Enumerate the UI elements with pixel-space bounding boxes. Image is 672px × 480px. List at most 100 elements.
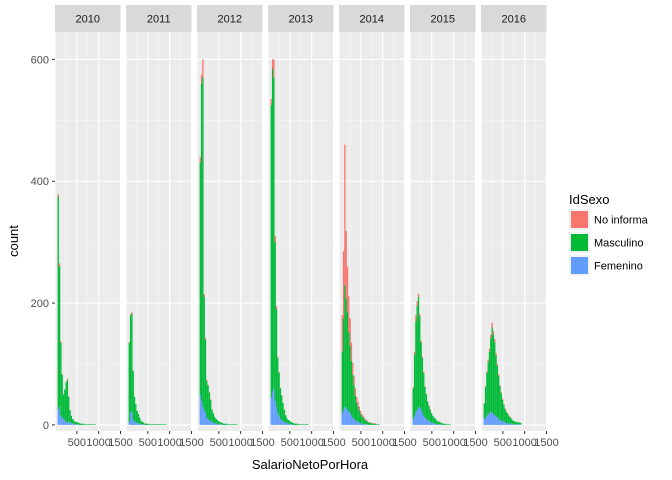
bar-no_info (425, 393, 428, 395)
bar-fem (365, 424, 367, 425)
bar-masc (296, 423, 299, 425)
facet-strip (126, 5, 192, 32)
bar-fem (517, 424, 519, 425)
x-tick-label: 1000 (299, 437, 323, 449)
bar-fem (504, 422, 506, 425)
bar-fem (60, 415, 62, 425)
bar-masc (128, 342, 130, 422)
bar-no_info (496, 363, 499, 366)
bar-no_info (428, 405, 430, 407)
bar-no_info (210, 399, 212, 400)
bar-masc (520, 423, 522, 425)
x-tick-label: 1500 (392, 437, 416, 449)
bar-masc (363, 419, 366, 425)
bar-masc (369, 423, 371, 425)
bar-masc (516, 421, 518, 425)
bar-fem (490, 411, 492, 425)
bar-fem (436, 424, 438, 425)
bar-masc (221, 423, 224, 425)
bar-masc (349, 345, 351, 413)
bar-masc (233, 424, 235, 425)
x-tick-label: 1000 (157, 437, 181, 449)
bar-fem (217, 424, 220, 425)
facet-strip-label: 2015 (431, 14, 455, 26)
bar-no_info (365, 419, 367, 421)
bar-fem (61, 417, 63, 425)
bar-masc (429, 409, 431, 422)
x-tick-label: 1500 (179, 437, 203, 449)
bar-no_info (424, 386, 426, 388)
x-tick-label: 500 (139, 437, 157, 449)
bar-fem (358, 422, 360, 425)
bar-masc (132, 371, 134, 421)
bar-masc (307, 424, 309, 425)
bar-masc (214, 416, 216, 424)
bar-masc (225, 423, 228, 425)
bar-masc (507, 413, 509, 424)
facet-strip (55, 5, 121, 32)
bar-no_info (207, 384, 209, 386)
y-tick-label: 400 (31, 176, 49, 188)
bar-masc (202, 77, 204, 407)
bar-no_info (494, 339, 496, 343)
y-axis-title: count (6, 225, 21, 257)
bar-no_info (208, 392, 211, 393)
bar-no_info (373, 423, 375, 424)
legend-entry-masc: Masculino (569, 232, 644, 253)
bar-masc (428, 406, 430, 422)
bar-fem (415, 412, 417, 425)
facet-strip-label: 2012 (218, 14, 242, 26)
bar-masc (436, 420, 438, 425)
bar-fem (437, 424, 439, 425)
bar-masc (495, 355, 497, 417)
legend-swatch (571, 234, 588, 251)
bar-no_info (491, 322, 493, 328)
bar-masc (86, 424, 88, 425)
bar-masc (60, 342, 62, 416)
bar-no_info (68, 396, 70, 397)
bar-no_info (369, 422, 371, 424)
bar-masc (206, 381, 208, 418)
legend-entry-no_info: No informa (569, 209, 649, 230)
bar-masc (484, 387, 487, 418)
chart-axes: SalarioNetoPorHora count 0 200 400 600 (6, 54, 369, 472)
bar-masc (483, 403, 485, 419)
bar-masc (140, 420, 142, 425)
bar-fem (132, 420, 134, 425)
bar-masc (90, 424, 92, 425)
y-tick-label: 600 (31, 54, 49, 66)
bar-masc (79, 423, 82, 425)
bar-masc (145, 423, 147, 425)
bar-fem (136, 423, 138, 425)
bar-no_info (346, 266, 349, 313)
histogram-bars (199, 59, 238, 425)
bar-masc (413, 354, 416, 416)
bar-masc (302, 424, 304, 425)
bar-masc (353, 385, 355, 419)
bar-masc (137, 413, 140, 424)
bar-masc (94, 424, 96, 425)
bar-masc (69, 410, 71, 423)
bar-fem (486, 415, 488, 425)
bar-masc (501, 399, 504, 422)
bar-masc (365, 420, 367, 425)
bar-masc (412, 388, 414, 419)
bar-masc (416, 306, 418, 410)
bar-fem (135, 422, 137, 425)
facet-strip-label: 2016 (502, 14, 526, 26)
bar-masc (500, 393, 502, 421)
bar-no_info (349, 318, 351, 346)
bar-fem (73, 423, 75, 425)
bar-masc (288, 420, 291, 424)
x-tick-label: 500 (494, 437, 512, 449)
bar-masc (66, 379, 69, 423)
bar-no_info (507, 413, 509, 414)
bar-fem (285, 422, 287, 425)
x-tick-label: 1000 (512, 437, 536, 449)
bar-masc (508, 416, 510, 424)
bar-masc (354, 395, 357, 421)
legend-label: Masculino (594, 238, 644, 250)
bar-masc (199, 162, 201, 395)
bar-no_info (361, 413, 363, 417)
